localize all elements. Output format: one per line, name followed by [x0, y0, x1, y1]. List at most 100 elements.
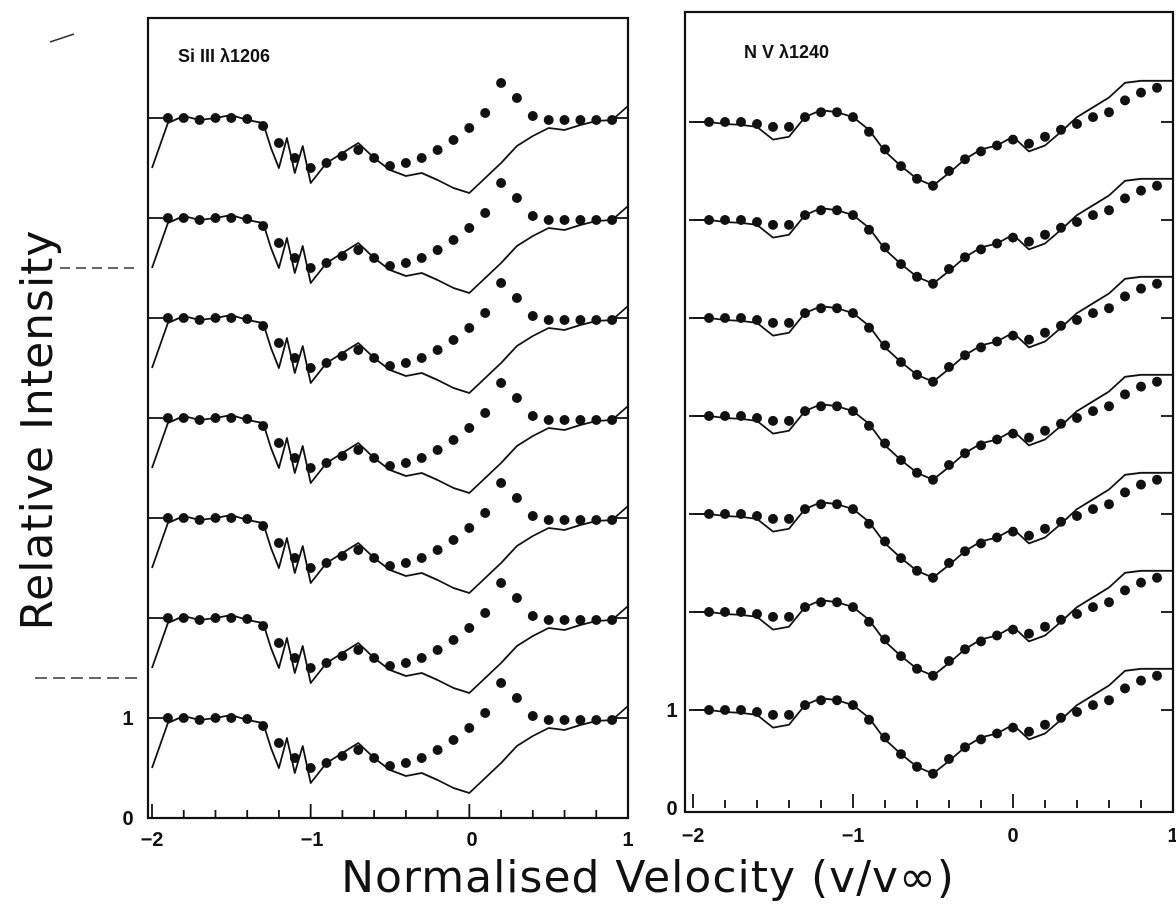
model-point-si-iii — [321, 758, 332, 768]
model-point-si-iii — [369, 553, 380, 563]
model-point-n-v — [1120, 585, 1130, 596]
model-point-n-v — [1024, 726, 1034, 737]
model-point-n-v — [864, 616, 874, 627]
model-point-si-iii — [337, 551, 348, 561]
model-point-si-iii — [242, 714, 253, 724]
model-point-si-iii — [527, 311, 538, 321]
model-point-si-iii — [273, 238, 284, 248]
model-point-n-v — [976, 734, 986, 745]
model-point-si-iii — [210, 513, 221, 523]
model-point-si-iii — [210, 213, 221, 223]
model-point-si-iii — [162, 213, 173, 223]
observed-spectrum-n-v — [693, 275, 1173, 383]
panel-frame-right — [683, 10, 1175, 814]
model-point-si-iii — [210, 313, 221, 323]
model-point-n-v — [928, 278, 938, 289]
model-point-si-iii — [321, 358, 332, 368]
model-point-n-v — [736, 509, 746, 519]
model-point-si-iii — [289, 153, 300, 163]
model-point-si-iii — [543, 215, 554, 225]
model-point-n-v — [1056, 222, 1066, 233]
model-point-si-iii — [162, 313, 173, 323]
model-point-si-iii — [607, 615, 618, 625]
model-point-n-v — [1152, 376, 1162, 387]
model-point-si-iii — [305, 363, 316, 373]
x-tick-label: −2 — [141, 829, 164, 851]
x-tick-label: −1 — [301, 829, 324, 851]
model-point-n-v — [1072, 217, 1082, 227]
model-point-n-v — [1072, 511, 1082, 521]
model-point-si-iii — [178, 213, 189, 223]
model-point-n-v — [1136, 479, 1146, 490]
model-point-si-iii — [289, 253, 300, 263]
model-point-si-iii — [591, 115, 602, 125]
model-point-n-v — [976, 146, 986, 157]
model-point-si-iii — [162, 413, 173, 423]
model-point-si-iii — [496, 678, 507, 688]
model-point-n-v — [1056, 320, 1066, 331]
model-point-si-iii — [607, 715, 618, 725]
observed-spectrum-n-v — [693, 79, 1173, 187]
model-point-si-iii — [353, 745, 364, 755]
model-point-n-v — [1120, 95, 1130, 106]
model-point-si-iii — [273, 638, 284, 648]
model-point-si-iii — [607, 215, 618, 225]
model-point-si-iii — [178, 613, 189, 623]
x-tick-label: 0 — [1007, 825, 1018, 847]
model-point-n-v — [992, 140, 1002, 151]
model-point-si-iii — [385, 261, 395, 271]
model-point-n-v — [720, 215, 730, 225]
model-point-n-v — [768, 709, 778, 720]
observed-spectrum-si-iii — [151, 505, 629, 594]
model-point-n-v — [1072, 609, 1082, 619]
model-point-n-v — [1072, 707, 1082, 717]
model-point-n-v — [880, 144, 890, 155]
model-point-n-v — [912, 369, 922, 380]
model-point-n-v — [944, 264, 954, 274]
observed-spectrum-n-v — [693, 569, 1173, 677]
model-point-si-iii — [496, 478, 507, 488]
model-point-n-v — [784, 709, 794, 720]
panel-title-si-iii: Si III λ1206 — [178, 46, 270, 66]
model-point-si-iii — [464, 423, 475, 433]
model-point-si-iii — [543, 115, 554, 125]
model-point-si-iii — [305, 563, 316, 573]
model-point-n-v — [1136, 381, 1146, 392]
model-point-si-iii — [543, 415, 554, 425]
model-point-n-v — [848, 112, 858, 123]
model-point-n-v — [1104, 401, 1114, 412]
model-point-n-v — [784, 219, 794, 230]
model-point-si-iii — [416, 253, 427, 263]
model-point-n-v — [848, 308, 858, 319]
x-axis-label: Normalised Velocity (v/v∞) — [341, 852, 955, 903]
model-point-si-iii — [432, 345, 443, 355]
model-point-si-iii — [575, 415, 586, 425]
model-point-si-iii — [353, 545, 364, 555]
model-point-si-iii — [226, 413, 237, 423]
model-point-n-v — [784, 317, 794, 328]
model-point-si-iii — [162, 613, 173, 623]
scan-mark — [49, 33, 75, 43]
model-point-si-iii — [178, 413, 189, 423]
model-point-n-v — [880, 634, 890, 645]
model-point-si-iii — [353, 345, 364, 355]
model-point-si-iii — [273, 538, 284, 548]
model-point-si-iii — [575, 615, 586, 625]
model-point-n-v — [1024, 432, 1034, 443]
model-point-n-v — [704, 117, 714, 127]
model-point-si-iii — [559, 315, 570, 325]
model-point-n-v — [800, 308, 810, 319]
model-point-n-v — [1040, 425, 1050, 436]
model-point-si-iii — [289, 553, 300, 563]
model-point-n-v — [928, 376, 938, 387]
model-point-si-iii — [258, 521, 269, 531]
model-point-si-iii — [591, 515, 602, 525]
model-point-si-iii — [226, 613, 237, 623]
model-point-si-iii — [575, 215, 586, 225]
model-point-si-iii — [321, 158, 332, 168]
model-point-si-iii — [321, 458, 332, 468]
model-point-si-iii — [559, 615, 570, 625]
model-point-si-iii — [480, 608, 491, 618]
model-point-n-v — [992, 434, 1002, 445]
model-point-si-iii — [527, 511, 538, 521]
